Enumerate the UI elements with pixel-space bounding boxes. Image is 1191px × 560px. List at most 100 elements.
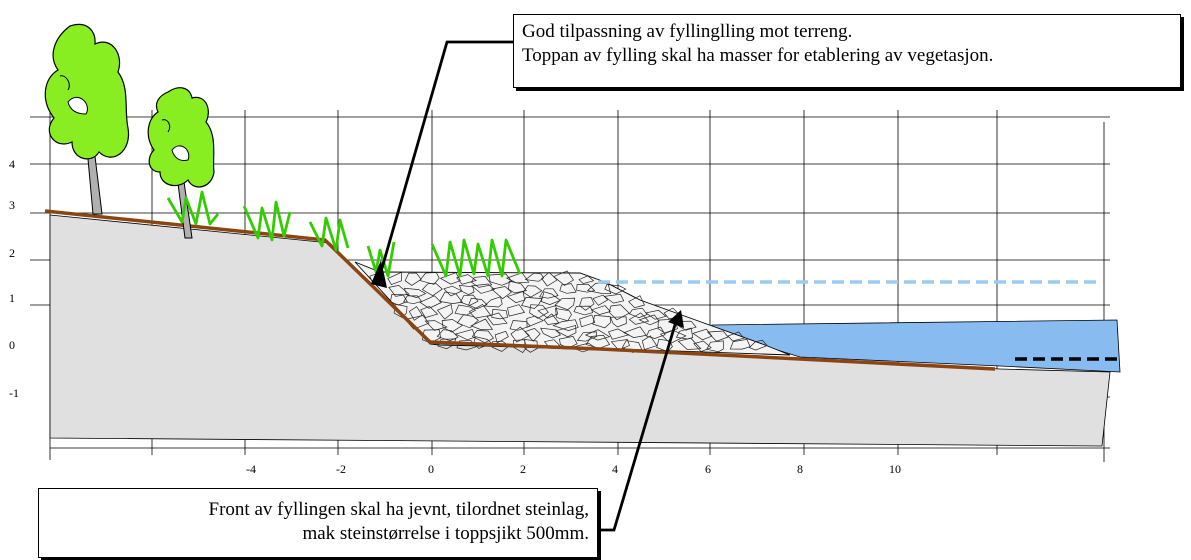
x-axis-tick-labels: -4 -2 0 2 4 6 8 10: [246, 462, 901, 476]
stone: [543, 313, 560, 325]
stone: [529, 304, 549, 319]
stone: [540, 291, 562, 305]
stone: [692, 328, 713, 341]
x-tick-label: 2: [520, 462, 526, 476]
stone: [424, 320, 448, 331]
stone: [403, 295, 423, 305]
stone: [659, 329, 687, 344]
stone: [390, 293, 408, 306]
arrowhead-icon: [371, 260, 387, 288]
stone: [522, 285, 543, 298]
stone: [436, 329, 459, 342]
stone: [729, 339, 751, 350]
stone: [458, 284, 475, 295]
vegetation-grass: [166, 190, 522, 278]
stone: [456, 274, 477, 285]
stone: [421, 282, 443, 297]
stone: [507, 304, 526, 317]
stone: [524, 327, 541, 342]
stone: [554, 297, 576, 311]
stone: [706, 340, 724, 353]
callout-top-line-1: God tilpassning av fyllinglling mot terr…: [522, 21, 853, 42]
stone: [628, 312, 650, 325]
stone: [419, 295, 442, 309]
stone: [645, 309, 667, 320]
stone: [436, 304, 453, 320]
stone: [559, 283, 577, 294]
stone: [579, 314, 596, 328]
stone: [490, 286, 512, 300]
y-tick-label: 3: [9, 198, 15, 212]
stone: [638, 314, 660, 326]
stone: [454, 328, 476, 341]
stone: [521, 297, 543, 309]
stone: [508, 280, 528, 294]
callout-bottom-line-1: Front av fyllingen skal ha jevnt, tilord…: [208, 499, 589, 520]
tree-icon: [147, 87, 215, 239]
y-tick-label: 2: [9, 246, 15, 260]
stone: [526, 315, 545, 328]
stone: [628, 307, 648, 319]
stone: [468, 303, 492, 319]
stone: [579, 297, 595, 311]
callout-top-leader-line: [376, 40, 513, 283]
stone: [470, 318, 494, 330]
stone: [706, 330, 729, 342]
callout-bottom-line-2: mak steinstørrelse i toppsjikt 500mm.: [302, 523, 589, 544]
x-tick-label: -4: [246, 462, 256, 476]
stone: [506, 291, 526, 304]
stone: [473, 336, 493, 349]
stone: [483, 296, 503, 308]
stone: [628, 295, 645, 309]
stone: [524, 272, 545, 282]
stone: [578, 275, 595, 284]
stone: [677, 337, 702, 350]
stone: [387, 271, 402, 286]
stone: [552, 319, 579, 331]
terrain-surface-line: [44, 209, 996, 371]
stone: [590, 305, 611, 315]
stone: [555, 324, 577, 338]
stone: [555, 307, 572, 322]
stone: [604, 284, 627, 295]
stone: [623, 326, 647, 338]
y-axis-tick-labels: 4 3 2 1 0 -1: [9, 157, 19, 400]
stone: [646, 326, 666, 339]
stone: [524, 338, 538, 353]
stone: [541, 271, 558, 287]
stone: [408, 306, 423, 321]
stone: [443, 285, 463, 297]
y-tick-label: 0: [9, 338, 15, 352]
stone: [584, 329, 611, 341]
stone: [471, 283, 496, 294]
stone: [470, 276, 493, 288]
stone: [468, 297, 488, 310]
stone: [608, 328, 630, 340]
stone: [439, 272, 461, 285]
x-tick-label: 8: [797, 462, 803, 476]
stone: [459, 294, 479, 306]
stone: [609, 316, 627, 328]
stone: [456, 314, 479, 329]
stone: [488, 273, 513, 286]
arrowhead-icon: [668, 310, 684, 328]
y-tick-label: 4: [9, 157, 15, 171]
stone: [454, 304, 477, 316]
y-tick-label: -1: [9, 386, 19, 400]
stone: [573, 305, 594, 316]
tree-icon: [44, 23, 130, 215]
stone: [491, 308, 509, 320]
stone: [420, 305, 439, 319]
stone: [439, 291, 463, 304]
x-tick-label: 4: [612, 462, 618, 476]
stone: [693, 340, 712, 353]
stone: [603, 293, 625, 304]
stone: [586, 282, 612, 295]
stone: [576, 331, 597, 342]
callout-bottom: Front av fyllingen skal ha jevnt, tilord…: [38, 488, 598, 558]
stone: [486, 312, 508, 326]
stone: [539, 288, 559, 299]
stone: [388, 285, 410, 297]
y-tick-label: 1: [9, 291, 15, 305]
